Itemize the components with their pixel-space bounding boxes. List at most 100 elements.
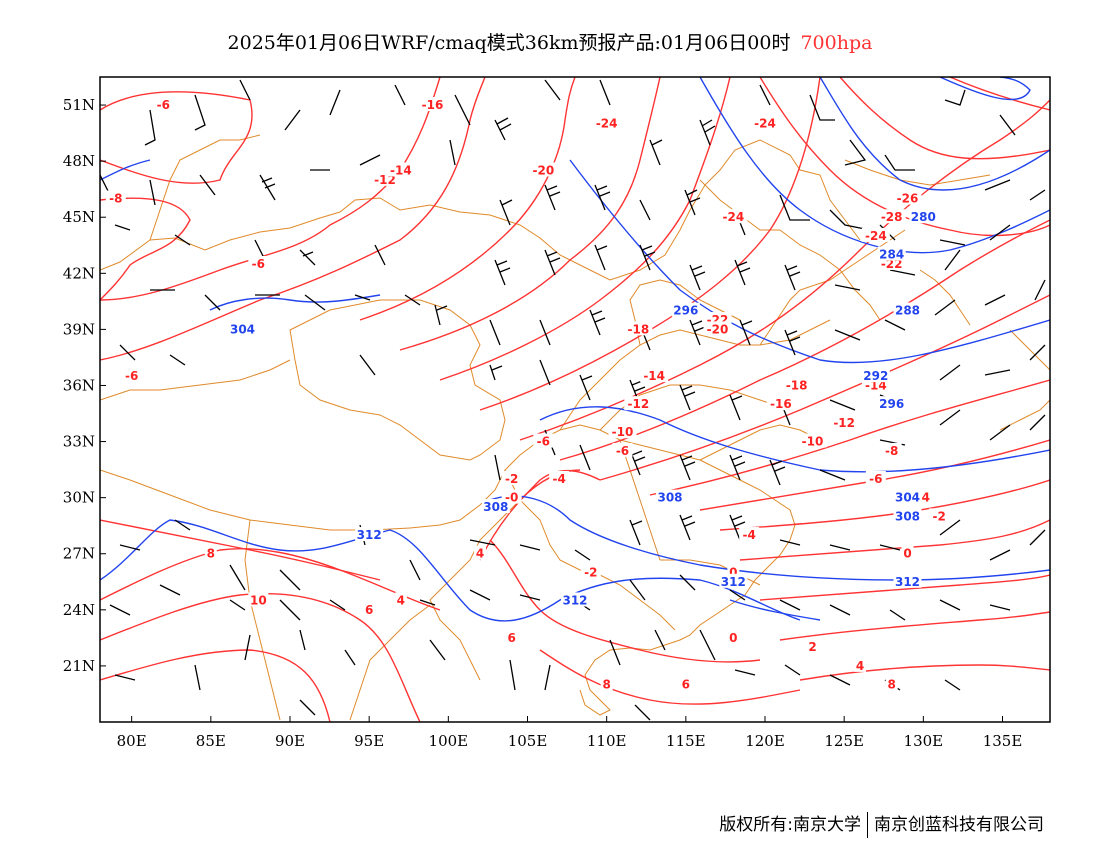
temperature-contour-label-bg	[624, 321, 653, 336]
lon-tick-label: 85E	[196, 732, 226, 750]
height-contour-label-bg	[671, 302, 700, 317]
height-contour-label: 284	[879, 248, 904, 262]
temperature-contour-label: 0	[729, 631, 737, 645]
temperature-contour-label-bg	[739, 527, 760, 542]
plot-frame	[99, 76, 1051, 723]
temperature-contour-label-bg	[121, 368, 142, 383]
temperature-contour-label: 10	[250, 593, 267, 607]
temperature-contour-label: -24	[596, 117, 618, 131]
height-contour-label-bg	[656, 489, 684, 504]
temperature-contour-label-bg	[529, 162, 558, 177]
lat-tick-label: 27N	[63, 545, 95, 563]
temperature-contour-label-bg	[885, 676, 898, 691]
height-contour-label: 280	[911, 210, 936, 224]
temperature-contour-label: 4	[476, 547, 484, 561]
lon-tick-label: 135E	[983, 732, 1023, 750]
temperature-contour-label: 4	[397, 593, 405, 607]
temperature-contour-label: -18	[786, 378, 808, 392]
lon-tick-label: 105E	[508, 732, 548, 750]
temperature-contour-label: -12	[627, 397, 649, 411]
temperature-contour-label-bg	[881, 442, 902, 457]
temperature-contour-label-bg	[624, 396, 653, 411]
temperature-contour-label-bg	[394, 592, 407, 607]
lat-tick-label: 39N	[63, 320, 95, 338]
height-contour-label-bg	[893, 573, 922, 588]
temperature-contour-label-bg	[612, 442, 633, 457]
temperature-contour-label: -16	[770, 397, 792, 411]
company-name: 南京创蓝科技有限公司	[874, 815, 1044, 835]
height-contour-label: 296	[673, 304, 698, 318]
temperature-contour-label-bg	[861, 227, 890, 242]
height-contour-label-bg	[861, 368, 890, 383]
lon-tick-label: 125E	[824, 732, 864, 750]
temperature-contour-label-bg	[782, 377, 811, 392]
lat-tick-label: 24N	[63, 601, 95, 619]
lat-tick-label: 48N	[63, 152, 95, 170]
temperature-contour-label-bg	[830, 414, 859, 429]
temperature-contour-label: 8	[602, 678, 610, 692]
border-lines	[100, 134, 1050, 721]
height-contour-label-bg	[561, 592, 589, 607]
height-contour-label: 304	[895, 491, 920, 505]
temperature-contour-label: -26	[897, 192, 919, 206]
temperature-contour-label-bg	[806, 639, 819, 654]
temperature-contour-label-bg	[600, 676, 613, 691]
lat-tick-label: 42N	[63, 264, 95, 282]
lon-tick-label: 120E	[745, 732, 785, 750]
wind-barbs	[100, 79, 1046, 721]
temperature-contour-label-bg	[893, 190, 922, 205]
height-contour-label-bg	[877, 246, 906, 261]
temperature-contour-label: -16	[422, 98, 444, 112]
temperature-contour-label: -18	[627, 322, 649, 336]
lat-tick-label: 21N	[63, 657, 95, 675]
temperature-contour-label-bg	[727, 629, 740, 644]
temperature-contour-label: -6	[125, 369, 138, 383]
temperature-contour-label-bg	[386, 162, 415, 177]
height-contour-label: 312	[895, 575, 920, 589]
temperature-labels: -6-8-16-12-14-24-20-24-24-6-26-28-24-22-…	[105, 97, 950, 692]
longitude-axis: 80E 85E 90E 95E 100E 105E 110E 115E 120E 125E 130E…	[117, 716, 1023, 750]
height-contour-label: 308	[657, 491, 682, 505]
lon-tick-label: 90E	[275, 732, 305, 750]
height-contour-label: 288	[895, 304, 920, 318]
temperature-contour-label: -24	[722, 210, 744, 224]
temperature-contour-label: -24	[865, 229, 887, 243]
lon-tick-label: 100E	[429, 732, 469, 750]
chart-title: 2025年01月06日WRF/cmaq模式36km预报产品:01月06日00时 7…	[0, 28, 1100, 55]
temperature-contour-label-bg	[153, 97, 174, 112]
temperature-contour-label: -2	[584, 565, 597, 579]
height-contour-label-bg	[893, 489, 922, 504]
temperature-contour-label: 4	[856, 659, 864, 673]
temperature-contour-label-bg	[474, 545, 486, 560]
height-labels: 280 284 288 296 304 292 296 308 308 304 308 312 312 3…	[228, 209, 938, 607]
height-contour-label-bg	[893, 302, 922, 317]
temperature-contour-label: 6	[365, 603, 373, 617]
temperature-contour-label-bg	[248, 592, 269, 607]
temperature-contour-label-bg	[640, 368, 669, 383]
temperature-contour-label: 2	[808, 640, 816, 654]
height-contour-label: 308	[895, 509, 920, 523]
lat-tick-label: 33N	[63, 433, 95, 451]
lon-tick-label: 95E	[354, 732, 384, 750]
temperature-contour-label: -6	[157, 98, 170, 112]
temperature-contour-label: -4	[742, 528, 755, 542]
temperature-contour-label: 6	[682, 678, 690, 692]
temperature-contour-label-bg	[105, 190, 126, 205]
temperature-contour-label: -2	[932, 509, 945, 523]
pressure-level-label: 700hpa	[800, 32, 873, 54]
temperature-contour-label: -20	[707, 322, 729, 336]
temperature-contour-label-bg	[719, 209, 748, 224]
temperature-contour-label: 8	[207, 547, 215, 561]
temperature-contour-label-bg	[929, 508, 950, 523]
height-contour-label-bg	[877, 396, 906, 411]
height-contour-label: 304	[230, 322, 255, 336]
lon-tick-label: 115E	[666, 732, 706, 750]
temperature-contour-label-bg	[501, 470, 522, 485]
temperature-contour-label: 6	[507, 631, 515, 645]
lon-tick-label: 80E	[117, 732, 147, 750]
temperature-contour-label-bg	[703, 321, 732, 336]
temperature-contour-label: -10	[802, 435, 824, 449]
height-contour-label-bg	[893, 508, 922, 523]
height-contour-label-bg	[228, 321, 257, 336]
